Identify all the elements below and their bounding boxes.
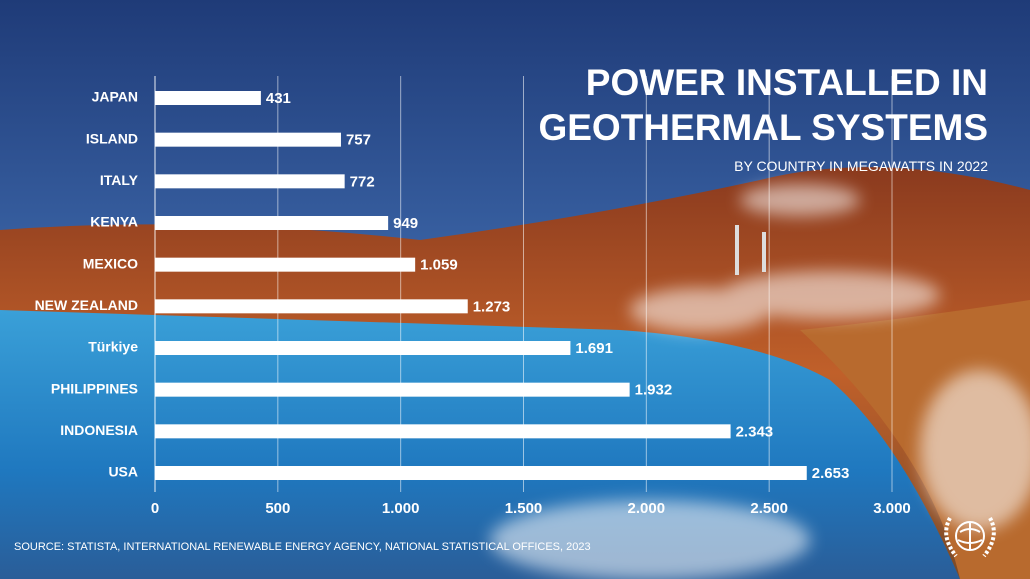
bar bbox=[155, 466, 807, 480]
y-tick-label: Türkiye bbox=[88, 339, 138, 355]
x-tick-label: 1.500 bbox=[505, 500, 543, 517]
y-tick-label: USA bbox=[108, 464, 138, 480]
value-label: 2.653 bbox=[812, 465, 850, 482]
y-tick-label: MEXICO bbox=[83, 255, 138, 271]
bar bbox=[155, 91, 261, 105]
value-label: 1.059 bbox=[420, 257, 458, 274]
x-tick-label: 500 bbox=[265, 500, 290, 517]
un-emblem bbox=[944, 517, 996, 558]
y-tick-label: ISLAND bbox=[86, 130, 138, 146]
value-label: 431 bbox=[266, 90, 291, 107]
x-tick-label: 3.000 bbox=[873, 500, 911, 517]
y-tick-label: ITALY bbox=[100, 172, 139, 188]
value-label: 1.273 bbox=[473, 298, 511, 315]
bar bbox=[155, 424, 731, 439]
x-tick-label: 2.000 bbox=[628, 500, 666, 517]
bar bbox=[155, 132, 341, 147]
value-label: 1.691 bbox=[575, 340, 613, 357]
chart-subtitle: BY COUNTRY IN MEGAWATTS IN 2022 bbox=[734, 158, 988, 174]
x-tick-label: 2.500 bbox=[750, 500, 788, 517]
plot: 0 500 1.000 1.500 2.000 2.500 3.000 JAPAN 431 ISL… bbox=[35, 76, 911, 517]
bar bbox=[155, 299, 468, 314]
x-tick-label: 1.000 bbox=[382, 500, 420, 517]
y-tick-label: JAPAN bbox=[92, 89, 138, 105]
chart-title: POWER INSTALLED IN GEOTHERMAL SYSTEMS bbox=[538, 62, 988, 148]
source-note: SOURCE: STATISTA, INTERNATIONAL RENEWABL… bbox=[14, 541, 591, 553]
value-label: 2.343 bbox=[736, 423, 774, 440]
y-tick-label: NEW ZEALAND bbox=[35, 297, 138, 313]
bar bbox=[155, 216, 389, 230]
value-label: 949 bbox=[393, 215, 418, 232]
bar bbox=[155, 382, 630, 397]
value-label: 772 bbox=[350, 173, 375, 190]
value-label: 757 bbox=[346, 132, 371, 149]
x-tick-label: 0 bbox=[151, 500, 159, 517]
bar bbox=[155, 174, 345, 189]
bar bbox=[155, 257, 416, 272]
y-tick-label: INDONESIA bbox=[60, 422, 138, 438]
value-label: 1.932 bbox=[635, 382, 673, 399]
bar bbox=[155, 341, 571, 355]
y-tick-label: KENYA bbox=[90, 214, 138, 230]
y-tick-label: PHILIPPINES bbox=[51, 380, 138, 396]
